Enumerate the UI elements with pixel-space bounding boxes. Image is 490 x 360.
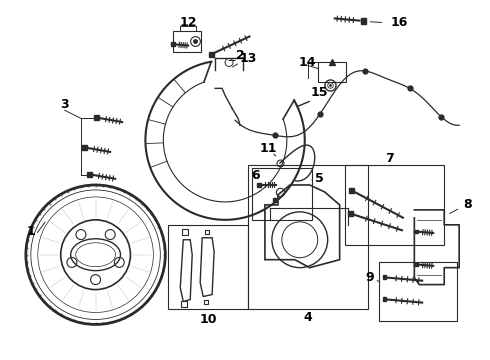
Polygon shape xyxy=(383,297,387,301)
Polygon shape xyxy=(348,188,354,193)
Text: 3: 3 xyxy=(60,98,69,111)
Text: 2: 2 xyxy=(236,49,245,62)
Text: 7: 7 xyxy=(385,152,394,165)
Polygon shape xyxy=(383,275,387,279)
Bar xyxy=(173,31,201,53)
Text: 8: 8 xyxy=(463,198,471,211)
Bar xyxy=(379,262,457,321)
Polygon shape xyxy=(361,18,366,23)
Bar xyxy=(252,168,312,220)
Text: 15: 15 xyxy=(311,86,328,99)
Text: 16: 16 xyxy=(391,16,408,29)
Polygon shape xyxy=(257,183,261,187)
Polygon shape xyxy=(94,115,99,120)
Bar xyxy=(248,165,368,310)
Polygon shape xyxy=(415,230,418,233)
Polygon shape xyxy=(82,145,87,150)
Text: 11: 11 xyxy=(259,141,277,155)
Text: 1: 1 xyxy=(26,225,35,238)
Text: 9: 9 xyxy=(365,271,374,284)
Polygon shape xyxy=(415,262,418,266)
Text: 6: 6 xyxy=(252,168,260,181)
Text: 5: 5 xyxy=(316,171,324,185)
Text: 12: 12 xyxy=(179,16,197,29)
Bar xyxy=(318,62,345,82)
Text: 4: 4 xyxy=(303,311,312,324)
Text: 14: 14 xyxy=(299,56,317,69)
Polygon shape xyxy=(87,172,92,177)
Polygon shape xyxy=(348,211,353,216)
Text: 13: 13 xyxy=(239,52,257,65)
Polygon shape xyxy=(209,51,214,57)
Bar xyxy=(168,225,248,310)
Bar xyxy=(344,165,444,245)
Polygon shape xyxy=(172,42,175,46)
Text: 10: 10 xyxy=(199,313,217,326)
